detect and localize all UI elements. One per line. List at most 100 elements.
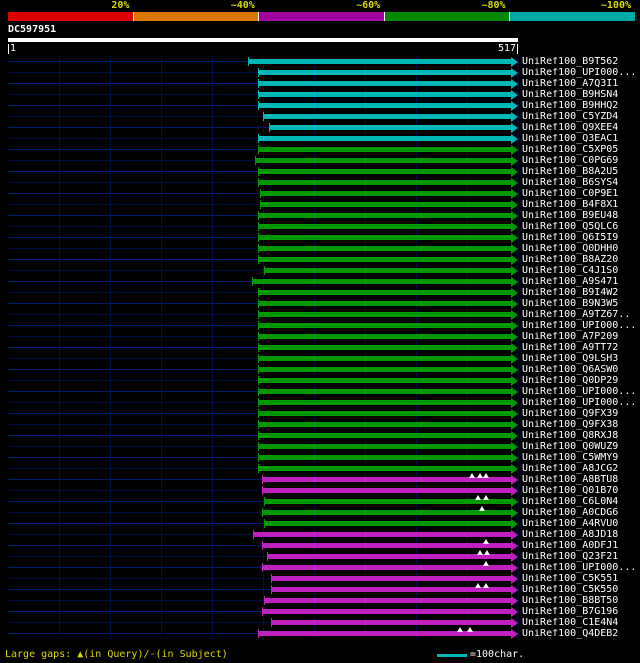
hit-bar[interactable] bbox=[257, 433, 511, 438]
hit-bar[interactable] bbox=[257, 356, 511, 361]
hit-bar[interactable] bbox=[257, 400, 511, 405]
hit-row: UniRef100_Q9LSH3 bbox=[0, 353, 640, 364]
hit-bar[interactable] bbox=[257, 334, 511, 339]
hit-row: UniRef100_Q6ASW0 bbox=[0, 364, 640, 375]
hit-arrowhead-icon bbox=[511, 111, 518, 122]
hit-bar[interactable] bbox=[264, 499, 511, 504]
gap-triangle-icon bbox=[483, 495, 490, 500]
hit-arrowhead-icon bbox=[511, 364, 518, 375]
hit-bar[interactable] bbox=[257, 323, 511, 328]
hit-bar[interactable] bbox=[261, 510, 511, 515]
hit-arrowhead-icon bbox=[511, 232, 518, 243]
hit-bar[interactable] bbox=[271, 576, 511, 581]
hit-bar[interactable] bbox=[257, 81, 511, 86]
hit-bar[interactable] bbox=[257, 136, 511, 141]
hit-bar[interactable] bbox=[257, 422, 511, 427]
hit-bar[interactable] bbox=[261, 488, 511, 493]
hit-bar[interactable] bbox=[271, 620, 511, 625]
hit-bar[interactable] bbox=[262, 114, 511, 119]
hit-bar[interactable] bbox=[257, 466, 511, 471]
hit-bar[interactable] bbox=[257, 224, 511, 229]
hit-bar[interactable] bbox=[257, 180, 511, 185]
hit-bar[interactable] bbox=[264, 521, 511, 526]
hit-bar[interactable] bbox=[257, 92, 511, 97]
hit-bar[interactable] bbox=[257, 235, 511, 240]
hit-bar[interactable] bbox=[252, 532, 511, 537]
query-end-label: 517 bbox=[497, 43, 516, 54]
hit-bar[interactable] bbox=[269, 125, 511, 130]
hit-row: UniRef100_B9T562 bbox=[0, 56, 640, 67]
hit-bar[interactable] bbox=[261, 477, 511, 482]
hit-arrowhead-icon bbox=[511, 551, 518, 562]
hit-bar[interactable] bbox=[257, 257, 511, 262]
hit-bar[interactable] bbox=[271, 587, 511, 592]
hit-label: UniRef100_B4F8X1 bbox=[522, 200, 619, 210]
row-grid-line bbox=[8, 622, 518, 623]
hit-arrowhead-icon bbox=[511, 342, 518, 353]
hit-label: UniRef100_UPI000... bbox=[522, 398, 637, 408]
row-grid-line bbox=[8, 556, 518, 557]
hit-arrowhead-icon bbox=[511, 518, 518, 529]
hit-bar[interactable] bbox=[267, 554, 511, 559]
hit-arrowhead-icon bbox=[511, 155, 518, 166]
hit-label: UniRef100_B9HSN4 bbox=[522, 90, 619, 100]
hit-bar[interactable] bbox=[257, 444, 511, 449]
hit-bar[interactable] bbox=[257, 411, 511, 416]
hit-label: UniRef100_C4J1S0 bbox=[522, 266, 619, 276]
hit-bar[interactable] bbox=[257, 301, 511, 306]
identity-scale-labels: 20% ~40% ~60% ~80% ~100% bbox=[0, 1, 640, 11]
hit-bar[interactable] bbox=[261, 543, 511, 548]
hit-row: UniRef100_C0P9E1 bbox=[0, 188, 640, 199]
hit-bar[interactable] bbox=[261, 609, 511, 614]
hit-bar[interactable] bbox=[257, 290, 511, 295]
scale-segment-4 bbox=[384, 12, 510, 21]
hit-bar[interactable] bbox=[257, 367, 511, 372]
hit-bar[interactable] bbox=[257, 147, 511, 152]
hit-arrowhead-icon bbox=[511, 485, 518, 496]
hit-bar[interactable] bbox=[257, 312, 511, 317]
hit-bar[interactable] bbox=[257, 345, 511, 350]
hit-bar[interactable] bbox=[251, 279, 511, 284]
hit-arrowhead-icon bbox=[511, 265, 518, 276]
scale-unit-label: =100char. bbox=[470, 649, 525, 660]
gap-triangle-icon bbox=[466, 627, 473, 632]
hit-row: UniRef100_A7P209 bbox=[0, 331, 640, 342]
hit-row: UniRef100_B4F8X1 bbox=[0, 199, 640, 210]
hit-label: UniRef100_Q9LSH3 bbox=[522, 354, 619, 364]
hit-bar[interactable] bbox=[261, 565, 511, 570]
hit-bar[interactable] bbox=[257, 389, 511, 394]
hit-arrowhead-icon bbox=[511, 496, 518, 507]
hit-bar[interactable] bbox=[257, 70, 511, 75]
hit-bar[interactable] bbox=[264, 268, 511, 273]
hit-bar[interactable] bbox=[257, 455, 511, 460]
hit-label: UniRef100_Q9FX39 bbox=[522, 409, 619, 419]
hit-bar[interactable] bbox=[257, 103, 511, 108]
hit-bar[interactable] bbox=[254, 158, 511, 163]
row-grid-line bbox=[8, 127, 518, 128]
hit-bar[interactable] bbox=[257, 631, 511, 636]
hit-bar[interactable] bbox=[257, 378, 511, 383]
hit-bar[interactable] bbox=[257, 246, 511, 251]
hit-bar[interactable] bbox=[259, 202, 511, 207]
gap-triangle-icon bbox=[479, 506, 486, 511]
scale-unit-line bbox=[437, 654, 467, 657]
scale-boundary-tick bbox=[258, 12, 260, 21]
hit-row: UniRef100_C0PG69 bbox=[0, 155, 640, 166]
hit-label: UniRef100_A9TT72 bbox=[522, 343, 619, 353]
hit-label: UniRef100_A7P209 bbox=[522, 332, 619, 342]
hit-row: UniRef100_Q9XEE4 bbox=[0, 122, 640, 133]
hit-bar[interactable] bbox=[257, 169, 511, 174]
row-grid-line bbox=[8, 589, 518, 590]
hit-label: UniRef100_UPI000... bbox=[522, 68, 637, 78]
scale-label-1: 20% bbox=[111, 0, 130, 11]
hit-bar[interactable] bbox=[257, 213, 511, 218]
hit-bar[interactable] bbox=[259, 191, 511, 196]
hit-arrowhead-icon bbox=[511, 188, 518, 199]
hit-arrowhead-icon bbox=[511, 573, 518, 584]
hit-label: UniRef100_C0PG69 bbox=[522, 156, 619, 166]
hit-bar[interactable] bbox=[264, 598, 511, 603]
hit-bar[interactable] bbox=[247, 59, 511, 64]
hit-arrowhead-icon bbox=[511, 122, 518, 133]
hit-row: UniRef100_C4J1S0 bbox=[0, 265, 640, 276]
